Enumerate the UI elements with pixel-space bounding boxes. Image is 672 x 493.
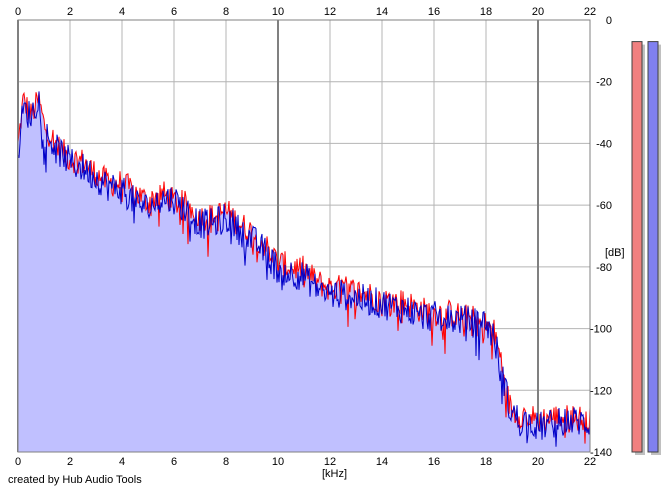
y-tick-label: -20 [596,77,612,89]
plot-frame [17,19,591,453]
x-tick-label-top: 12 [324,6,336,18]
y-tick-label: -80 [596,262,612,274]
x-tick-labels-bottom: 0 2 4 6 8 10 12 14 16 18 20 22 [15,456,596,468]
x-tick-label-bottom: 8 [223,456,229,468]
y-axis-label: [dB] [605,247,625,259]
x-tick-label-top: 20 [532,6,544,18]
x-tick-label-bottom: 10 [272,456,284,468]
level-meter-blue [647,41,659,453]
x-tick-labels-top: 0 2 4 6 8 10 12 14 16 18 20 22 [15,6,596,18]
x-tick-label-bottom: 0 [15,456,21,468]
y-tick-label: -40 [596,138,612,150]
x-tick-label-top: 8 [223,6,229,18]
x-tick-label-bottom: 4 [119,456,125,468]
x-tick-label-top: 6 [171,6,177,18]
y-tick-label: 0 [606,15,612,27]
x-tick-label-top: 2 [67,6,73,18]
y-tick-label: -120 [590,385,612,397]
x-tick-label-bottom: 2 [67,456,73,468]
credit-text: created by Hub Audio Tools [8,474,142,486]
y-tick-label: -100 [590,324,612,336]
x-tick-label-bottom: 16 [428,456,440,468]
x-tick-label-top: 22 [584,6,596,18]
y-tick-label: -60 [596,200,612,212]
y-tick-label: -140 [590,447,612,459]
x-tick-label-bottom: 12 [324,456,336,468]
series-line-blue [17,91,591,447]
x-tick-label-top: 18 [480,6,492,18]
x-tick-label-bottom: 20 [532,456,544,468]
x-tick-label-bottom: 18 [480,456,492,468]
series-line-red [17,91,591,444]
y-tick-labels: 0 -20 -40 -60 -80 -100 -120 -140 [590,15,612,459]
level-meters [631,41,661,455]
x-tick-label-bottom: 22 [584,456,596,468]
x-tick-label-top: 16 [428,6,440,18]
x-tick-label-bottom: 14 [376,456,388,468]
x-tick-label-top: 10 [272,6,284,18]
x-tick-label-top: 14 [376,6,388,18]
x-tick-label-top: 4 [119,6,125,18]
x-axis-label: [kHz] [322,468,348,480]
level-meter-red [631,41,643,453]
x-tick-label-bottom: 6 [171,456,177,468]
x-tick-label-top: 0 [15,6,21,18]
